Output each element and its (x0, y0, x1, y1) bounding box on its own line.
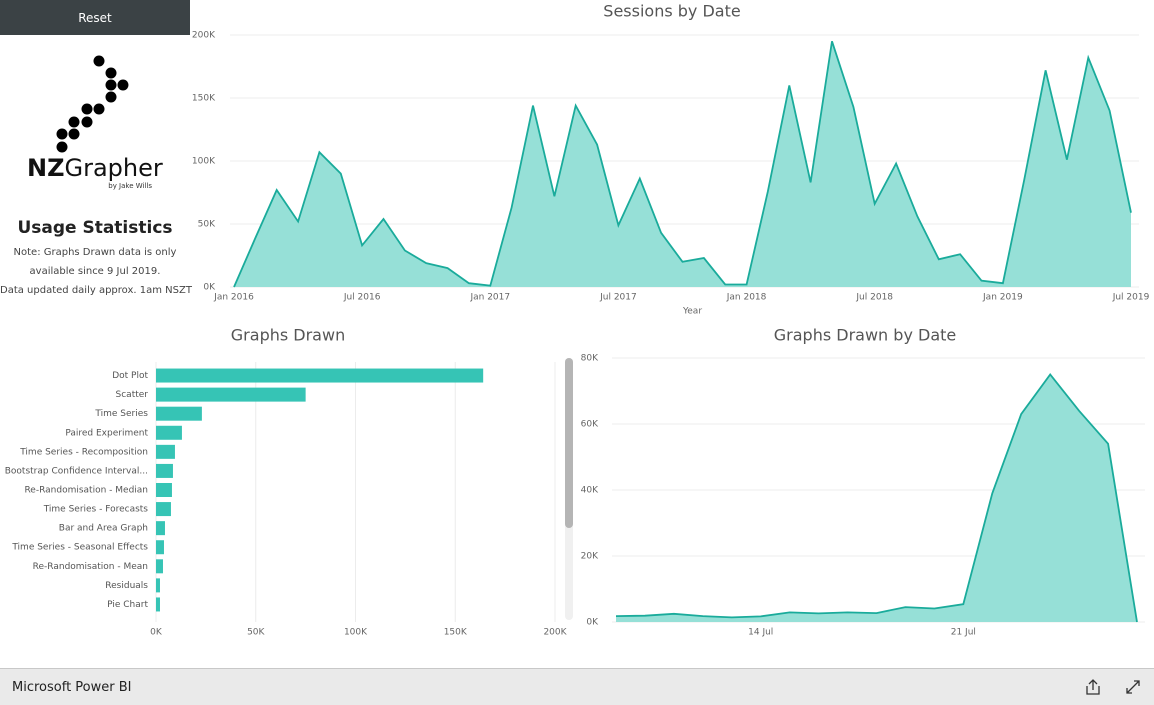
category-label: Paired Experiment (65, 428, 148, 438)
category-label: Time Series - Forecasts (43, 505, 149, 515)
x-tick-label: Jan 2017 (469, 293, 510, 303)
category-label: Pie Chart (107, 600, 148, 610)
chart-title: Graphs Drawn (231, 326, 345, 345)
x-tick-label: Jan 2016 (213, 293, 254, 303)
bar (156, 597, 160, 612)
y-tick-label: 20K (581, 552, 599, 562)
logo-byline: by Jake Wills (108, 182, 152, 190)
notes: Note: Graphs Drawn data is only availabl… (0, 243, 192, 300)
x-tick-label: 200K (543, 628, 567, 638)
x-tick-label: 0K (150, 628, 163, 638)
category-label: Bar and Area Graph (59, 524, 148, 534)
reset-button[interactable]: Reset (0, 0, 190, 35)
scroll-thumb[interactable] (565, 358, 573, 528)
category-label: Time Series - Seasonal Effects (11, 543, 148, 553)
note-line: Note: Graphs Drawn data is only (13, 247, 177, 258)
footer: Microsoft Power BI (0, 668, 1154, 705)
category-label: Re-Randomisation - Median (24, 486, 148, 496)
bar (156, 502, 171, 517)
area-line (615, 373, 1138, 623)
x-tick-label: 150K (444, 628, 468, 638)
category-label: Bootstrap Confidence Interval... (5, 466, 148, 476)
bar (156, 463, 173, 478)
x-tick-label: 14 Jul (748, 628, 773, 638)
x-tick-label: 100K (344, 628, 368, 638)
category-label: Time Series - Recomposition (19, 447, 148, 457)
bar (156, 406, 202, 421)
bar (156, 444, 175, 459)
y-tick-label: 200K (192, 31, 216, 41)
logo: NZGrapher by Jake Wills (27, 55, 163, 190)
x-tick-label: Jul 2019 (1112, 293, 1150, 303)
y-tick-label: 0K (586, 618, 599, 628)
bar (156, 425, 182, 440)
note-line: available since 9 Jul 2019. (29, 266, 161, 277)
heading: Usage Statistics (17, 218, 173, 238)
x-tick-label: Jan 2018 (726, 293, 767, 303)
y-tick-label: 0K (203, 283, 216, 293)
bar (156, 559, 163, 574)
category-label: Time Series (94, 409, 148, 419)
note-line: Data updated daily approx. 1am NSZT (0, 285, 192, 296)
bar (156, 540, 164, 555)
chart-title: Sessions by Date (603, 2, 740, 21)
bar (156, 368, 484, 383)
sidebar: Reset NZGrapher by Jake Wills Usage Stat… (0, 0, 192, 668)
footer-title: Microsoft Power BI (12, 680, 132, 695)
y-tick-label: 150K (192, 94, 216, 104)
charts: Sessions by Date 0K 50K 100K 150K 200K Jan 201… (5, 2, 1150, 638)
y-tick-label: 60K (581, 420, 599, 430)
y-tick-label: 40K (581, 486, 599, 496)
share-icon[interactable] (1084, 678, 1102, 696)
x-tick-label: Jul 2018 (855, 293, 893, 303)
bar (156, 483, 172, 497)
fullscreen-icon[interactable] (1124, 678, 1142, 696)
y-tick-label: 80K (581, 354, 599, 364)
x-axis-title: Year (682, 307, 702, 317)
y-tick-label: 50K (198, 220, 216, 230)
category-label: Dot Plot (112, 371, 148, 381)
x-tick-label: Jan 2019 (982, 293, 1023, 303)
logo-dots (56, 55, 129, 153)
bar (156, 387, 306, 402)
area-line (233, 41, 1132, 288)
area-fill (616, 374, 1137, 622)
x-tick-label: 21 Jul (951, 628, 976, 638)
x-tick-label: Jul 2016 (343, 293, 381, 303)
area-fill (234, 41, 1131, 287)
category-label: Re-Randomisation - Mean (33, 562, 148, 572)
bar (156, 521, 165, 536)
logo-rest: Grapher (65, 154, 163, 182)
logo-bold: NZ (27, 154, 65, 182)
bar (156, 578, 160, 593)
category-label: Scatter (116, 390, 149, 400)
logo-text: NZGrapher (27, 154, 163, 182)
category-label: Residuals (105, 581, 148, 591)
x-tick-label: 50K (247, 628, 265, 638)
y-tick-label: 100K (192, 157, 216, 167)
chart-title: Graphs Drawn by Date (774, 326, 956, 345)
x-tick-label: Jul 2017 (599, 293, 637, 303)
